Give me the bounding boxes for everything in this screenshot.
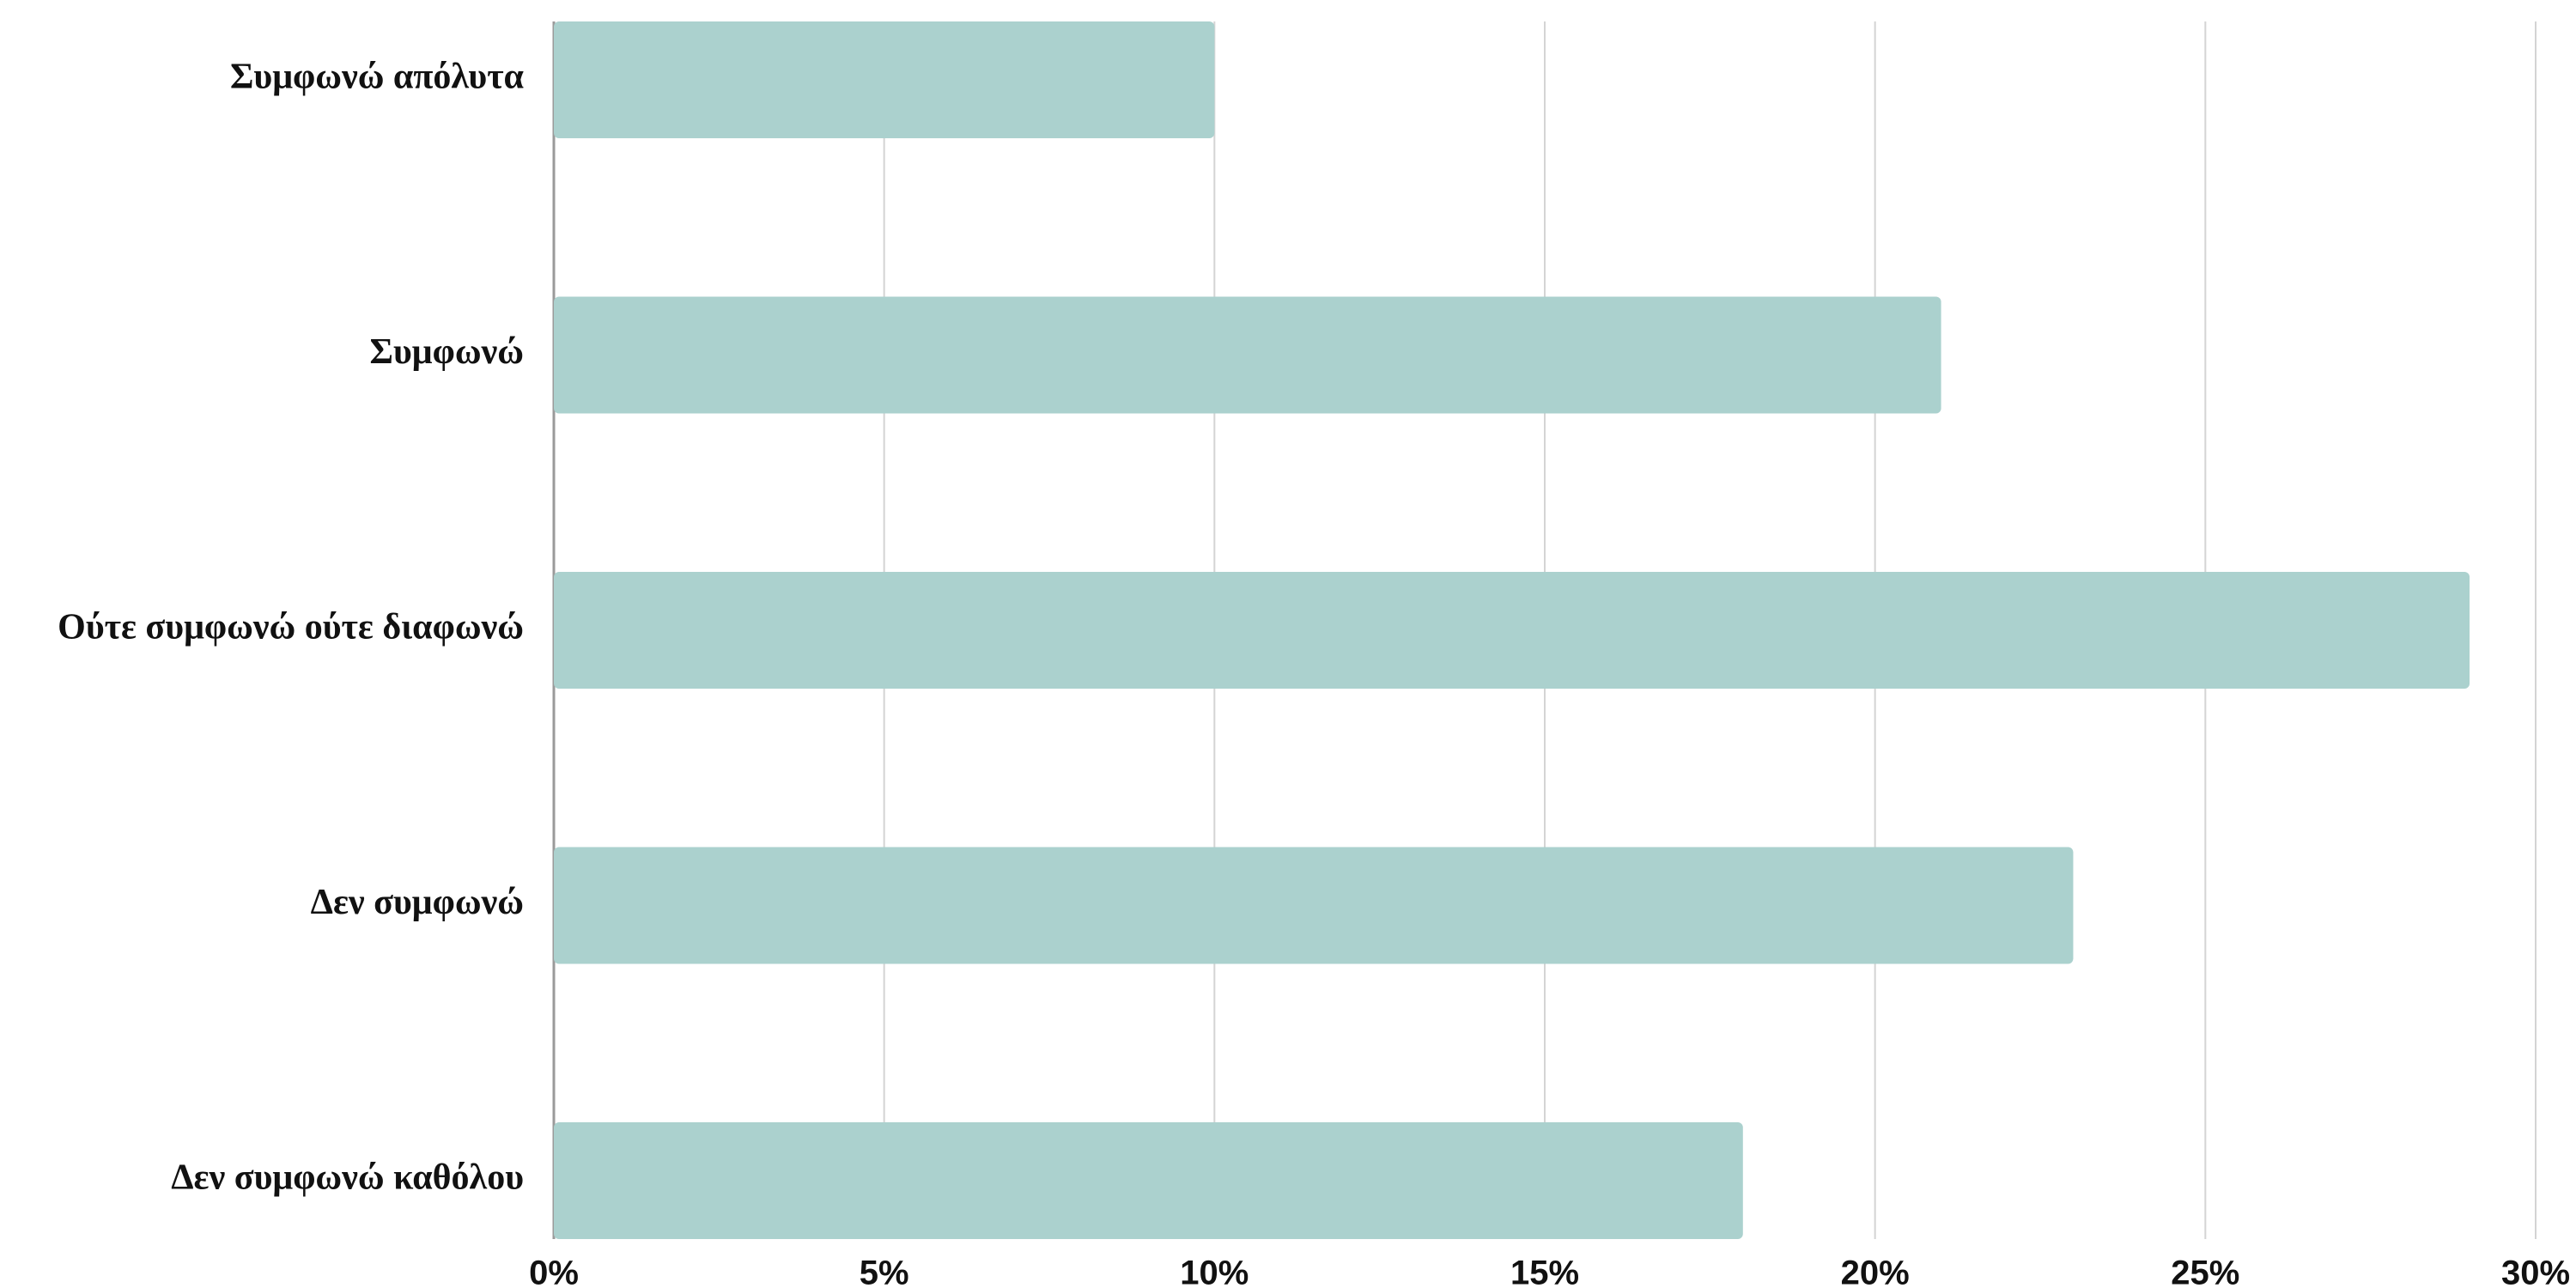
- bar: [554, 572, 2470, 689]
- bar: [554, 296, 1941, 414]
- y-tick-label: Συμφωνώ: [370, 332, 524, 372]
- y-tick-label: Ούτε συμφωνώ ούτε διαφωνώ: [58, 608, 524, 647]
- bar: [554, 1122, 1743, 1239]
- x-tick-label: 25%: [2171, 1255, 2239, 1288]
- y-tick-label: Δεν συμφωνώ καθόλου: [171, 1158, 524, 1198]
- x-tick-label: 0%: [529, 1255, 579, 1288]
- bar: [554, 847, 2074, 964]
- y-tick-label: Δεν συμφωνώ: [311, 883, 524, 922]
- x-tick-label: 15%: [1510, 1255, 1579, 1288]
- x-tick-label: 30%: [2501, 1255, 2570, 1288]
- x-tick-label: 5%: [860, 1255, 909, 1288]
- bar: [554, 21, 1215, 138]
- x-tick-label: 20%: [1841, 1255, 1910, 1288]
- y-tick-label: Συμφωνώ απόλυτα: [230, 58, 525, 97]
- x-tick-label: 10%: [1180, 1255, 1249, 1288]
